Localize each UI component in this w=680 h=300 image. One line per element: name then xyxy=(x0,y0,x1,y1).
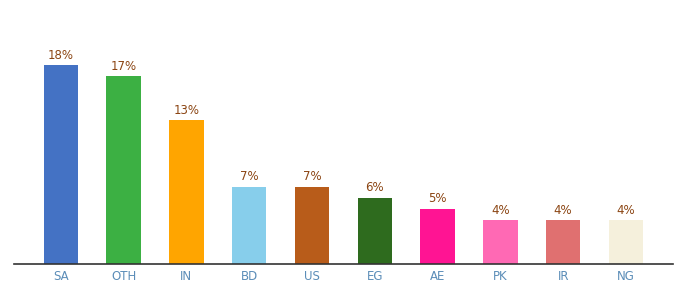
Text: 4%: 4% xyxy=(617,203,635,217)
Text: 7%: 7% xyxy=(303,170,322,183)
Text: 7%: 7% xyxy=(240,170,258,183)
Text: 4%: 4% xyxy=(491,203,510,217)
Bar xyxy=(169,120,204,264)
Text: 5%: 5% xyxy=(428,193,447,206)
Bar xyxy=(483,220,517,264)
Text: 13%: 13% xyxy=(173,104,199,117)
Text: 6%: 6% xyxy=(365,182,384,194)
Bar xyxy=(106,76,141,264)
Text: 4%: 4% xyxy=(554,203,573,217)
Text: 17%: 17% xyxy=(111,60,137,73)
Text: 18%: 18% xyxy=(48,49,74,62)
Bar xyxy=(44,65,78,264)
Bar xyxy=(546,220,581,264)
Bar xyxy=(232,187,267,264)
Bar xyxy=(294,187,329,264)
Bar xyxy=(609,220,643,264)
Bar xyxy=(420,209,455,264)
Bar xyxy=(358,198,392,264)
